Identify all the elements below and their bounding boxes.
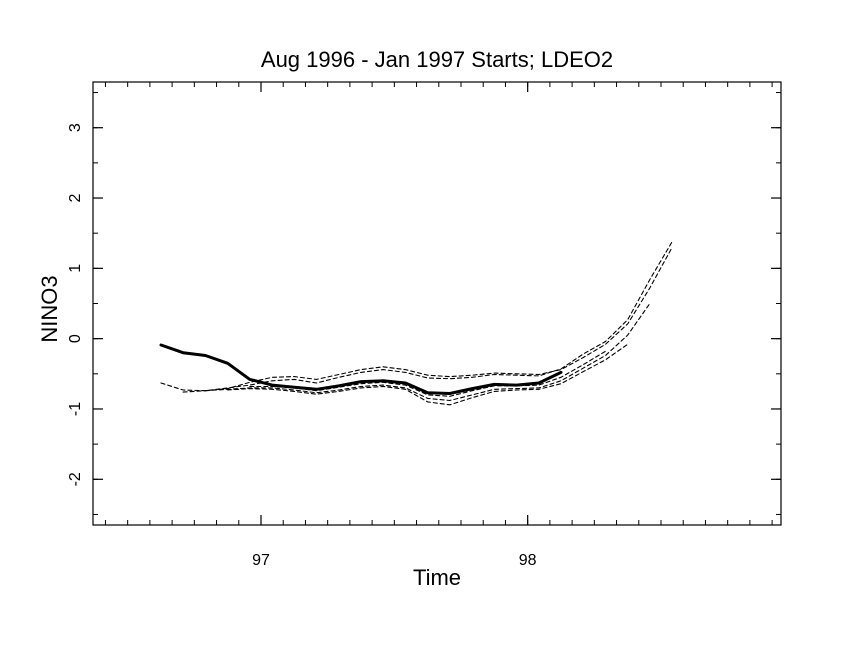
- y-axis-label: NINO3: [37, 275, 62, 342]
- y-tick-label: 1: [67, 264, 84, 273]
- y-tick-label: 0: [67, 334, 84, 343]
- chart-title: Aug 1996 - Jan 1997 Starts; LDEO2: [261, 47, 613, 72]
- series-line-forecast: [204, 302, 651, 402]
- x-tick-label: 98: [519, 552, 537, 569]
- plot-frame: [92, 81, 782, 526]
- series-line-forecast: [227, 343, 629, 406]
- y-tick-label: 2: [67, 193, 84, 202]
- series-line-forecast: [182, 246, 673, 393]
- y-tick-label: -2: [67, 472, 84, 486]
- y-tick-label: -1: [67, 402, 84, 416]
- series-line-forecast: [249, 350, 607, 397]
- series-line-observed: [159, 343, 563, 395]
- x-axis-label: Time: [413, 565, 461, 590]
- series-line-forecast: [160, 241, 673, 392]
- y-tick-label: 3: [67, 123, 84, 132]
- x-tick-label: 97: [252, 552, 270, 569]
- plot-area: 97 98 -2 -1 0 1 2 3: [67, 81, 782, 569]
